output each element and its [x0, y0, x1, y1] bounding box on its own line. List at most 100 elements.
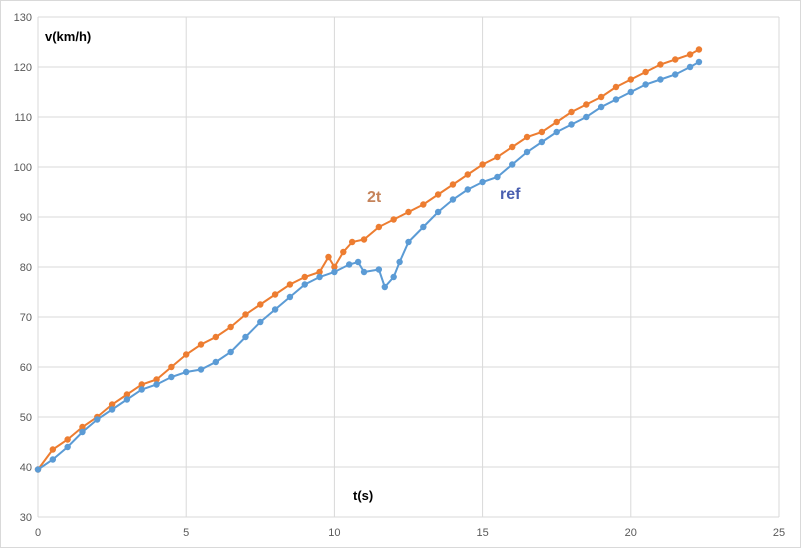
data-point-2t [583, 101, 590, 108]
x-tick-label: 15 [476, 527, 488, 539]
data-point-ref [538, 138, 546, 146]
data-point-ref [405, 238, 412, 246]
data-point-ref [212, 358, 220, 366]
data-point-ref [242, 333, 249, 341]
data-point-ref [49, 456, 57, 463]
y-tick-label: 50 [20, 412, 32, 424]
y-tick-label: 130 [14, 12, 32, 24]
data-point-2t [627, 76, 634, 83]
data-point-2t [227, 323, 234, 331]
axis-layer: 30 40 50 60 70 80 90 100 110 120 130 0 5 10 15 20 25 [14, 12, 785, 539]
data-point-ref [695, 58, 703, 66]
data-point-2t [695, 46, 703, 53]
data-point-2t [168, 363, 175, 371]
data-point-2t [123, 391, 131, 398]
data-point-ref [108, 406, 116, 413]
y-tick-label: 110 [14, 112, 32, 124]
data-point-ref [381, 283, 388, 291]
data-point-ref [509, 161, 516, 168]
data-point-2t [509, 143, 516, 151]
series-label-2t: 2t [367, 189, 382, 206]
data-point-2t [242, 311, 249, 318]
x-tick-label: 5 [183, 527, 189, 539]
data-point-2t [348, 238, 356, 246]
data-point-ref [672, 71, 679, 78]
data-point-ref [227, 348, 234, 356]
y-tick-label: 70 [20, 312, 32, 324]
data-point-ref [346, 261, 353, 268]
data-point-ref [183, 368, 190, 376]
data-point-2t [420, 201, 427, 208]
data-point-ref [64, 443, 71, 451]
data-point-2t [286, 281, 294, 288]
data-point-ref [79, 428, 86, 436]
data-point-ref [354, 258, 362, 266]
x-tick-label: 10 [328, 527, 340, 539]
data-point-2t [597, 93, 605, 101]
data-point-ref [375, 266, 383, 273]
series-layer [34, 46, 703, 473]
data-point-ref [123, 396, 131, 403]
y-tick-label: 90 [20, 212, 32, 224]
x-tick-label: 20 [625, 527, 637, 539]
grid-layer [37, 16, 780, 518]
data-point-ref [494, 173, 501, 181]
data-point-ref [627, 88, 634, 96]
data-point-2t [538, 128, 546, 136]
data-point-2t [523, 133, 531, 141]
data-point-ref [464, 186, 471, 193]
data-point-ref [420, 223, 427, 231]
data-point-2t [108, 401, 116, 408]
data-point-ref [434, 208, 442, 216]
x-tick-label: 25 [773, 527, 785, 539]
data-point-ref [34, 466, 42, 473]
data-point-2t [138, 381, 145, 388]
data-point-ref [657, 76, 664, 83]
data-point-ref [360, 268, 368, 276]
series-line-ref [37, 61, 700, 471]
y-tick-label: 30 [20, 512, 32, 524]
x-tick-label: 0 [35, 527, 41, 539]
data-point-2t [434, 191, 442, 198]
series-line-2t [37, 48, 700, 471]
data-point-ref [331, 268, 338, 276]
data-point-ref [390, 273, 397, 281]
data-point-2t [271, 291, 279, 298]
data-point-2t [672, 56, 679, 63]
data-point-ref [553, 128, 560, 136]
y-axis-title: v(km/h) [45, 29, 91, 44]
data-point-2t [325, 253, 332, 261]
data-point-2t [390, 216, 397, 223]
data-point-2t [197, 341, 205, 348]
y-tick-label: 80 [20, 262, 32, 274]
data-point-2t [183, 351, 190, 358]
data-point-2t [360, 236, 368, 243]
data-point-2t [642, 68, 649, 76]
x-axis-title: t(s) [353, 488, 373, 503]
data-point-2t [657, 61, 664, 68]
data-point-ref [257, 318, 264, 326]
data-point-2t [49, 446, 57, 453]
data-point-ref [449, 196, 457, 203]
data-point-2t [331, 263, 338, 271]
data-point-2t [464, 171, 471, 178]
data-point-ref [197, 366, 205, 373]
data-point-ref [271, 306, 279, 313]
data-point-2t [301, 273, 308, 281]
y-tick-label: 60 [20, 362, 32, 374]
data-point-2t [64, 436, 71, 443]
data-point-ref [583, 113, 590, 121]
data-point-ref [479, 178, 486, 186]
data-point-ref [286, 293, 294, 301]
data-point-ref [612, 96, 620, 103]
series-label-ref: ref [500, 186, 521, 203]
data-point-ref [153, 381, 160, 388]
data-point-2t [494, 153, 501, 161]
data-point-2t [316, 268, 323, 276]
data-point-ref [168, 373, 175, 381]
series-2t [34, 46, 703, 473]
data-point-2t [79, 423, 86, 431]
data-point-2t [153, 376, 160, 383]
